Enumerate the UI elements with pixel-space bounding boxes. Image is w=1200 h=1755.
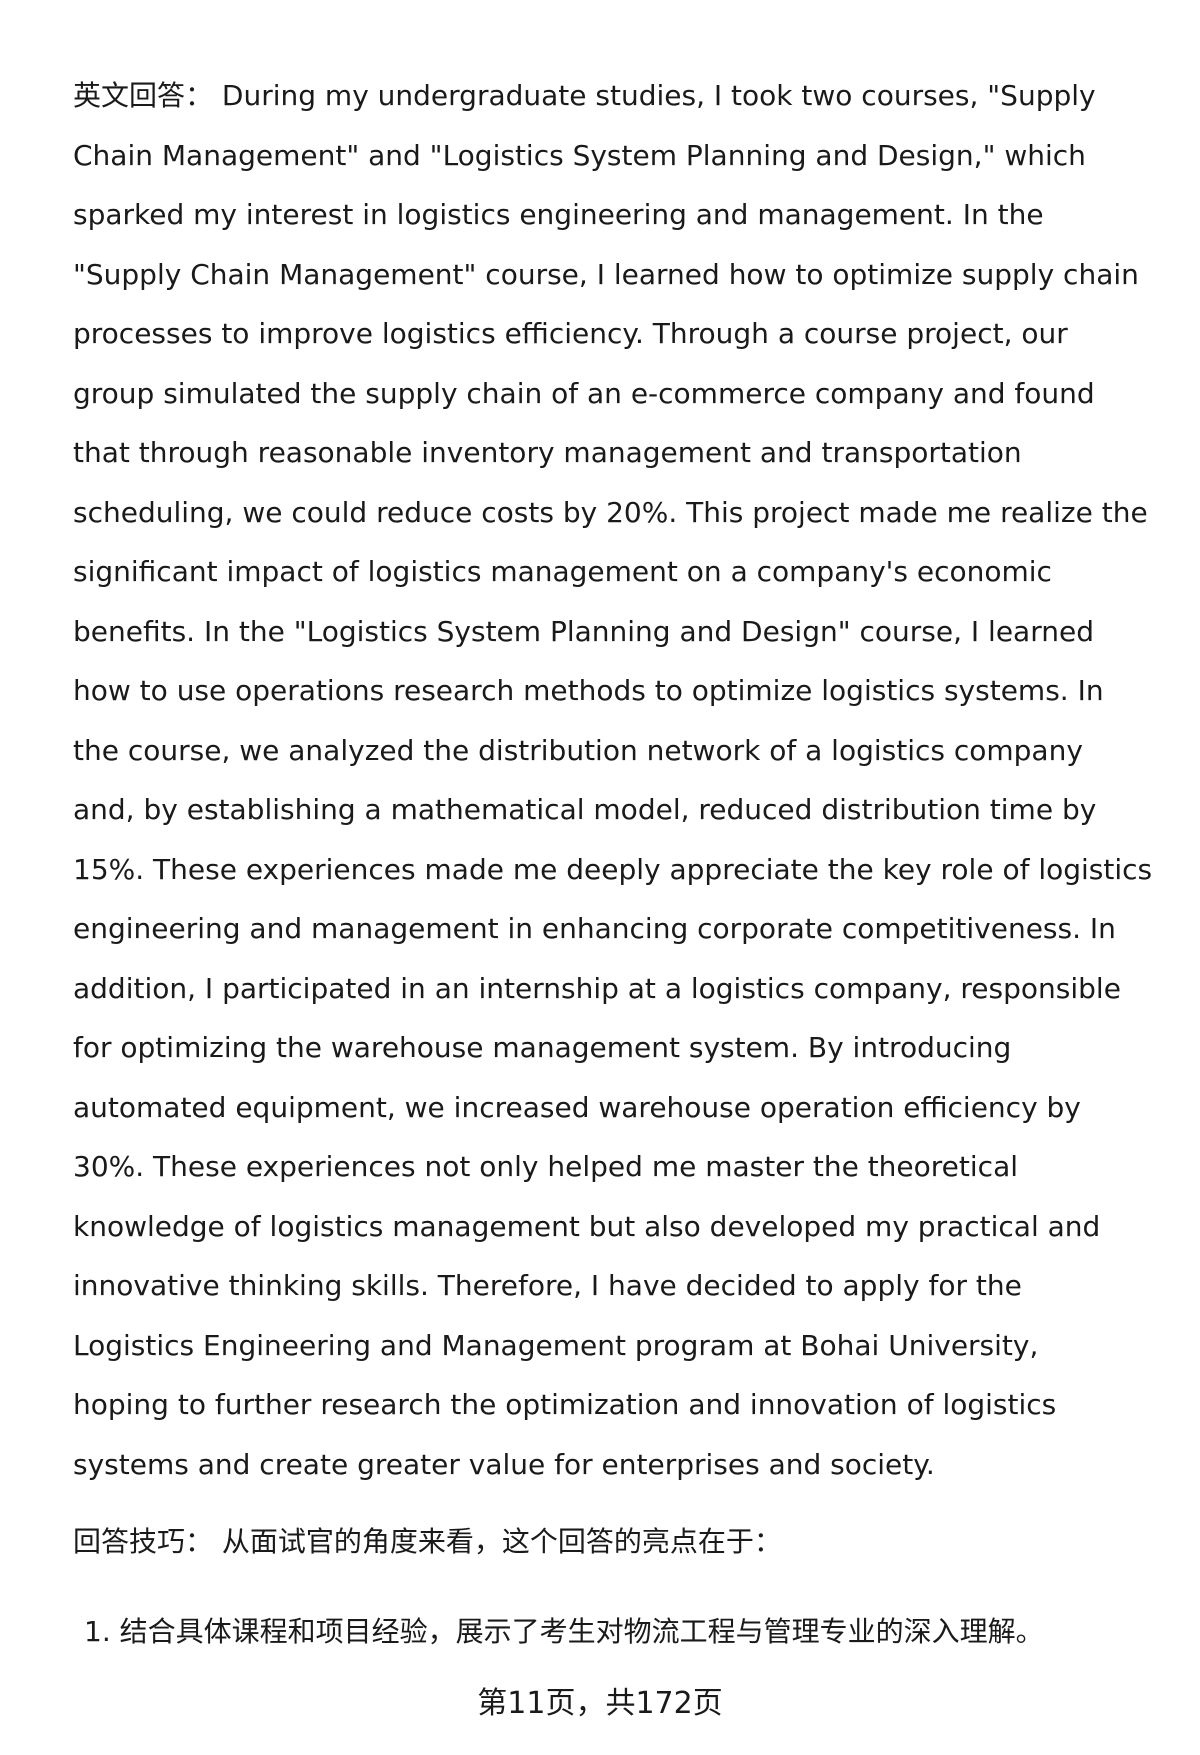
answer-line: group simulated the supply chain of an e… xyxy=(73,376,1095,410)
answer-line: innovative thinking skills. Therefore, I… xyxy=(73,1269,1022,1302)
answer-line: benefits. In the "Logistics System Plann… xyxy=(73,614,1094,648)
answer-line: processes to improve logistics efficienc… xyxy=(73,317,1068,350)
answer-line: significant impact of logistics manageme… xyxy=(73,555,1052,588)
answer-line: scheduling, we could reduce costs by 20%… xyxy=(73,495,1148,529)
answer-line: hoping to further research the optimizat… xyxy=(73,1388,1057,1421)
answer-line: 英文回答： During my undergraduate studies, I… xyxy=(73,79,1096,112)
answer-line: knowledge of logistics management but al… xyxy=(73,1209,1101,1243)
answer-tips-heading: 回答技巧： 从面试官的角度来看，这个回答的亮点在于： xyxy=(73,1525,782,1558)
answer-line: 15%. These experiences made me deeply ap… xyxy=(73,852,1153,886)
answer-line: "Supply Chain Management" course, I lear… xyxy=(73,257,1139,291)
answer-line: for optimizing the warehouse management … xyxy=(73,1031,1012,1064)
page-number: 第11页，共172页 xyxy=(477,1686,723,1721)
answer-line: the course, we analyzed the distribution… xyxy=(73,733,1083,767)
answer-line: how to use operations research methods t… xyxy=(73,674,1104,707)
answer-line: sparked my interest in logistics enginee… xyxy=(73,198,1044,231)
answer-line: automated equipment, we increased wareho… xyxy=(73,1090,1081,1124)
answer-line: Chain Management" and "Logistics System … xyxy=(73,138,1086,172)
answer-line: engineering and management in enhancing … xyxy=(73,912,1116,945)
answer-line: addition, I participated in an internshi… xyxy=(73,971,1121,1005)
english-answer-paragraph: 英文回答： During my undergraduate studies, I… xyxy=(73,66,1183,1494)
answer-line: that through reasonable inventory manage… xyxy=(73,436,1022,469)
answer-line: 30%. These experiences not only helped m… xyxy=(73,1150,1018,1183)
answer-line: Logistics Engineering and Management pro… xyxy=(73,1328,1039,1362)
answer-line: systems and create greater value for ent… xyxy=(73,1447,935,1481)
answer-line: and, by establishing a mathematical mode… xyxy=(73,793,1097,826)
tip-point: 1. 结合具体课程和项目经验，展示了考生对物流工程与管理专业的深入理解。 xyxy=(84,1615,1044,1648)
